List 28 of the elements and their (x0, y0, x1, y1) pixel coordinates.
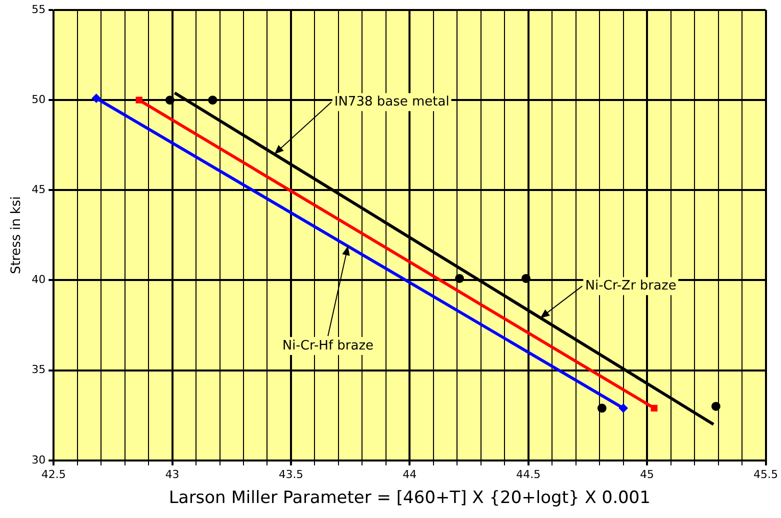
y-tick-label: 40 (32, 273, 46, 286)
x-tick-label: 43 (165, 468, 180, 481)
y-tick-label: 45 (32, 183, 46, 196)
point (208, 96, 218, 105)
point (455, 274, 464, 283)
y-tick-label: 35 (32, 363, 46, 376)
point (650, 404, 658, 412)
y-tick-label: 55 (32, 2, 46, 16)
x-tick-label: 44.5 (516, 468, 541, 481)
point (597, 404, 606, 413)
annotation: IN738 base metal (334, 94, 450, 110)
point (136, 96, 142, 104)
y-axis-title: Stress in ksi (9, 196, 24, 274)
annotation: Ni-Cr-Hf braze (282, 338, 374, 354)
annotation: Ni-Cr-Zr braze (585, 278, 676, 294)
point (711, 402, 720, 411)
x-tick-label: 43.5 (278, 468, 304, 481)
point (165, 96, 174, 105)
point (92, 94, 101, 103)
y-tick-label: 50 (32, 92, 46, 106)
point (618, 404, 628, 413)
point (521, 274, 530, 283)
x-tick-label: 45.5 (754, 468, 778, 481)
x-axis-title: Larson Miller Parameter = [460+T] X {20+logt} X 0.001 (168, 488, 650, 508)
x-tick-label: 45 (640, 468, 654, 481)
x-tick-label: 44 (402, 468, 417, 481)
y-tick-label: 30 (32, 453, 46, 466)
x-tick-label: 42.5 (41, 468, 66, 481)
